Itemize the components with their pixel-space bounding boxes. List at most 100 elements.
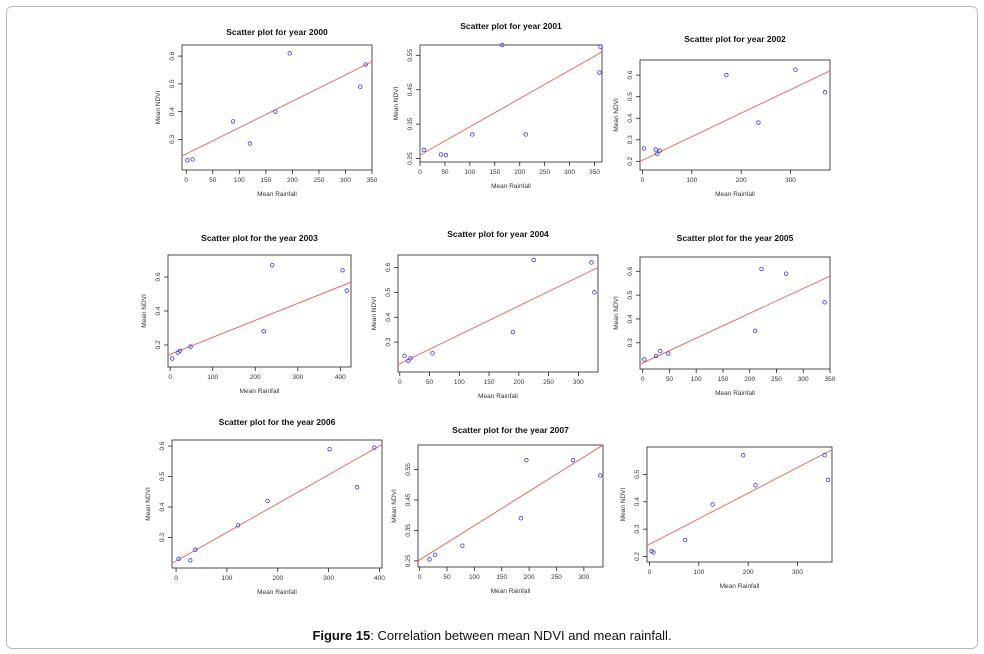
x-tick-label: 200 xyxy=(743,569,754,576)
data-point xyxy=(188,558,193,563)
x-axis-label: Mean Rainfall xyxy=(257,589,297,596)
scatter-panel-3: 0 100 200 300 0.2 0.3 0.4 0.5 0.6 Scatter plot fo… xyxy=(595,15,875,215)
y-tick-label: 0.4 xyxy=(159,502,166,511)
data-point xyxy=(235,523,241,528)
data-point xyxy=(247,141,253,146)
data-point xyxy=(825,477,831,483)
chart-title: Scatter plot for year 2004 xyxy=(447,229,549,239)
data-point xyxy=(783,271,789,276)
y-tick-label: 0.5 xyxy=(627,290,634,299)
chart-title: Scatter plot for year 2001 xyxy=(460,21,562,31)
x-tick-label: 100 xyxy=(686,177,697,184)
x-axis-label: Mean Rainfall xyxy=(478,393,518,400)
y-axis-label: Mean NDVI xyxy=(371,297,378,331)
data-point xyxy=(421,147,427,153)
data-point xyxy=(653,147,658,152)
y-axis-label: Mean NDVI xyxy=(145,487,152,521)
data-point xyxy=(710,502,715,507)
scatter-panel-1: 0 50 100 150 200 250 300 350 0.3 0.4 0.5 0.6 Scatter… xyxy=(137,0,417,215)
chart-title: Scatter plot for the year 2005 xyxy=(677,233,794,243)
data-point xyxy=(822,453,827,458)
y-tick-label: 0.6 xyxy=(627,266,634,275)
x-tick-label: 50 xyxy=(209,177,217,184)
x-tick-label: 0 xyxy=(641,376,645,383)
y-tick-label: 0.3 xyxy=(159,533,166,542)
data-point xyxy=(598,473,603,478)
data-point xyxy=(653,353,659,359)
scatter-svg: 0 50 100 150 200 250 300 350 0.3 0.4 0.5 0.6 Scatter… xyxy=(155,27,378,198)
chart-title: Scatter plot for the year 2006 xyxy=(219,417,336,427)
x-tick-label: 300 xyxy=(798,376,809,383)
caption-label: Figure 15 xyxy=(312,628,371,643)
scatter-panel-9: 0 100 200 300 0.2 0.3 0.4 0.5 Mean Rainfall Mean … xyxy=(602,402,877,607)
plot-frame xyxy=(639,256,831,370)
x-tick-label: 0 xyxy=(418,169,422,176)
data-point xyxy=(740,453,746,458)
data-point xyxy=(759,266,764,272)
y-tick-label: 0.4 xyxy=(627,314,634,323)
data-point xyxy=(372,445,377,450)
y-tick-label: 0.4 xyxy=(385,312,392,321)
y-tick-label: 0.4 xyxy=(169,107,176,116)
x-tick-label: 300 xyxy=(792,569,803,576)
y-axis-label: Mean NDVI xyxy=(391,489,398,523)
y-tick-label: 0.25 xyxy=(405,554,412,567)
x-tick-label: 0 xyxy=(648,569,652,576)
data-point xyxy=(344,288,349,293)
plot-frame xyxy=(419,44,603,163)
x-tick-label: 100 xyxy=(207,374,218,381)
data-point xyxy=(597,70,602,75)
x-tick-label: 350 xyxy=(825,376,836,383)
data-point xyxy=(358,84,363,89)
scatter-svg: 0 100 200 300 0.2 0.3 0.4 0.5 Mean Rainfall Mean … xyxy=(620,446,833,590)
data-point xyxy=(430,351,435,356)
scatter-panel-6: 0 50 100 150 200 250 300 350 0.3 0.4 0.5 0.6 Scatter… xyxy=(595,212,875,414)
y-tick-label: 0.6 xyxy=(169,51,176,60)
x-tick-label: 150 xyxy=(260,177,271,184)
data-point xyxy=(193,547,198,552)
x-tick-label: 300 xyxy=(292,374,303,381)
data-point xyxy=(523,132,528,137)
x-tick-label: 150 xyxy=(718,376,729,383)
data-point xyxy=(822,90,828,95)
x-tick-label: 50 xyxy=(443,574,451,581)
data-point xyxy=(443,152,449,158)
data-point xyxy=(682,537,688,543)
data-point xyxy=(170,356,175,361)
y-tick-label: 0.6 xyxy=(627,70,634,79)
scatter-svg: 0 50 100 150 200 250 300 0.3 0.4 0.5 0.6 Scatter pl… xyxy=(371,229,599,400)
y-axis-label: Mean NDVI xyxy=(141,294,148,328)
data-point xyxy=(518,515,524,521)
regression-line xyxy=(420,51,602,156)
x-tick-label: 100 xyxy=(691,376,702,383)
data-point xyxy=(598,44,603,49)
y-tick-label: 0.55 xyxy=(405,463,412,476)
data-point xyxy=(265,498,270,504)
x-tick-label: 300 xyxy=(578,574,589,581)
plot-frame xyxy=(181,44,373,171)
chart-title: Scatter plot for year 2002 xyxy=(684,34,786,44)
scatter-svg: 0 50 100 150 200 250 300 0.25 0.35 0.45 0.55 Scatte… xyxy=(391,425,604,595)
x-tick-label: 350 xyxy=(367,177,378,184)
x-tick-label: 150 xyxy=(489,169,500,176)
y-tick-label: 0.6 xyxy=(155,272,162,281)
scatter-panel-5: 0 50 100 150 200 250 300 0.3 0.4 0.5 0.6 Scatter pl… xyxy=(353,210,643,417)
x-tick-label: 250 xyxy=(543,379,554,386)
y-tick-label: 0.4 xyxy=(627,113,634,122)
x-tick-label: 200 xyxy=(736,177,747,184)
x-tick-label: 200 xyxy=(272,575,283,582)
x-tick-label: 100 xyxy=(464,169,475,176)
scatter-svg: 0 50 100 150 200 250 300 350 0.25 0.35 0.45 0.55 Sca… xyxy=(393,21,603,190)
y-tick-label: 0.6 xyxy=(385,263,392,272)
data-point xyxy=(655,151,660,157)
data-point xyxy=(270,262,275,268)
data-point xyxy=(261,329,266,334)
x-tick-label: 400 xyxy=(374,575,385,582)
caption-text: : Correlation between mean NDVI and mean… xyxy=(370,628,672,643)
data-point xyxy=(190,157,195,162)
y-tick-label: 0.4 xyxy=(634,497,641,506)
regression-line xyxy=(168,281,351,356)
x-tick-label: 250 xyxy=(539,169,550,176)
y-tick-label: 0.35 xyxy=(407,117,414,130)
data-point xyxy=(273,109,278,114)
